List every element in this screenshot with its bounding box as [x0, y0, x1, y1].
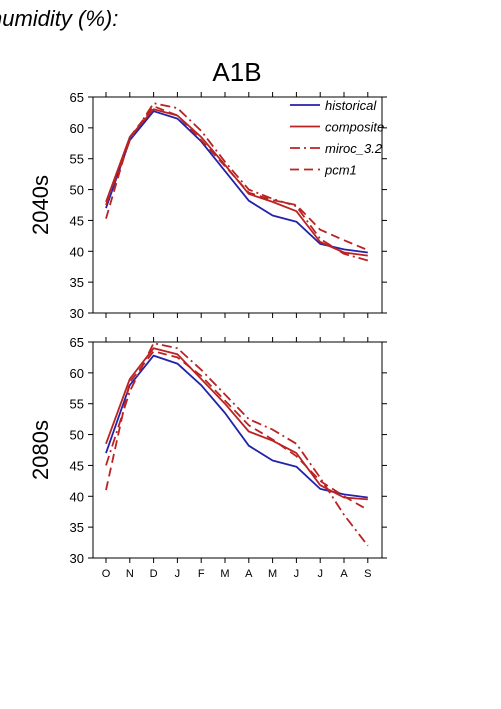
- series-line-composite: [105, 108, 368, 257]
- y-tick-label: 60: [70, 121, 84, 136]
- legend-label-composite: composite: [325, 120, 384, 135]
- x-tick-label: M: [268, 568, 277, 580]
- y-tick-label: 30: [70, 551, 84, 566]
- y-tick-label: 55: [70, 397, 84, 412]
- x-tick-label: A: [245, 568, 253, 580]
- series-line-pcm1: [105, 105, 369, 251]
- y-tick-label: 40: [70, 244, 84, 259]
- page-title: humidity (%):: [0, 6, 119, 31]
- x-tick-label: D: [150, 568, 158, 580]
- x-tick-label: J: [317, 568, 323, 580]
- panel-2080s: 30 35 40 45 50 55 60 65 2080s O N D J F M A M J J A S: [28, 335, 387, 580]
- x-tick-label: J: [294, 568, 300, 580]
- legend-label-pcm1: pcm1: [324, 163, 357, 178]
- y-tick-label: 50: [70, 428, 84, 443]
- y-tick-label: 40: [70, 489, 84, 504]
- series-line-pcm1: [105, 350, 369, 511]
- panel-label-2040s: 2040s: [28, 175, 53, 235]
- legend-label-historical: historical: [325, 98, 377, 113]
- x-tick-label: J: [175, 568, 181, 580]
- plot-frame: [92, 96, 383, 314]
- y-tick-label: 65: [70, 335, 84, 350]
- x-tick-label: N: [126, 568, 134, 580]
- x-tick-label: A: [340, 568, 348, 580]
- y-tick-label: 45: [70, 458, 84, 473]
- legend: historical composite miroc_3.2 pcm1: [290, 98, 384, 178]
- x-tick-label: M: [220, 568, 229, 580]
- x-tick-label: S: [364, 568, 371, 580]
- series-line-historical: [105, 354, 368, 499]
- panel-label-2080s: 2080s: [28, 420, 53, 480]
- y-tick-label: 55: [70, 152, 84, 167]
- x-tick-label: O: [102, 568, 111, 580]
- y-tick-label: 60: [70, 366, 84, 381]
- series-line-miroc_3.2: [105, 102, 369, 262]
- legend-label-miroc_3.2: miroc_3.2: [325, 141, 383, 156]
- series-line-composite: [105, 347, 368, 501]
- series-line-miroc_3.2: [105, 342, 369, 547]
- y-tick-label: 30: [70, 306, 84, 321]
- plot-frame: [92, 341, 383, 559]
- y-tick-label: 65: [70, 90, 84, 105]
- y-tick-label: 45: [70, 213, 84, 228]
- panel-2040s: 30 35 40 45 50 55 60 65 2040s: [28, 90, 387, 321]
- y-tick-label: 35: [70, 520, 84, 535]
- y-tick-label: 35: [70, 275, 84, 290]
- scenario-title: A1B: [212, 57, 261, 87]
- y-tick-label: 50: [70, 183, 84, 198]
- x-tick-label: F: [198, 568, 205, 580]
- series-line-historical: [105, 110, 368, 254]
